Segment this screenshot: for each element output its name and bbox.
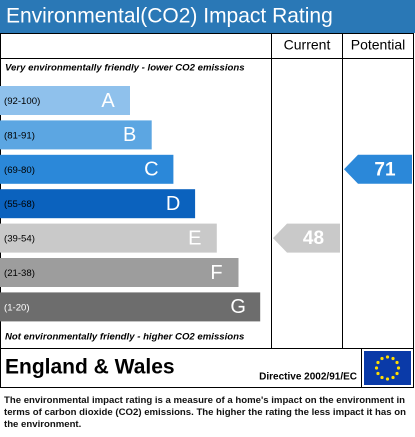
star [395,360,399,365]
description: The environmental impact rating is a mea… [4,395,406,430]
star [374,366,379,370]
band-range: (39-54) [4,234,35,245]
star [385,377,390,381]
band-letter: B [123,124,136,146]
rating-value: 71 [374,159,396,180]
star [380,356,384,361]
star [391,356,395,361]
top-note: Very environmentally friendly - lower CO… [5,63,245,74]
star [380,375,384,380]
band-letter: A [101,90,115,112]
band-letter: G [230,296,246,318]
band [0,258,239,287]
band-letter: E [188,227,201,249]
band-range: (55-68) [4,199,35,210]
star [385,355,390,359]
directive: Directive 2002/91/EC [259,372,357,383]
band [0,223,217,253]
title: Environmental(CO2) Impact Rating [6,5,333,28]
band-range: (1-20) [4,302,30,313]
band [0,120,152,150]
rating-arrow [273,223,340,253]
chart: Environmental(CO2) Impact Rating Current… [0,0,415,388]
band-range: (92-100) [4,96,40,107]
band [0,86,130,115]
band-letter: D [166,193,180,215]
band [0,189,196,219]
rating-arrow [344,154,412,184]
band-range: (69-80) [4,165,35,176]
title-bar [0,0,415,33]
band [0,292,261,322]
star [376,371,380,376]
star [395,371,399,376]
column-header: Potential [351,37,405,53]
rating-value: 48 [303,228,324,249]
band-letter: C [144,159,158,181]
star [391,375,395,380]
star [376,360,380,365]
star [396,366,401,370]
region: England & Wales [5,356,175,379]
band-range: (21-38) [4,268,35,279]
column-header: Current [284,37,331,53]
band-range: (81-91) [4,130,35,141]
band-letter: F [210,262,222,284]
eu-flag [364,351,411,385]
bottom-note: Not environmentally friendly - higher CO… [5,332,244,343]
band [0,154,174,184]
